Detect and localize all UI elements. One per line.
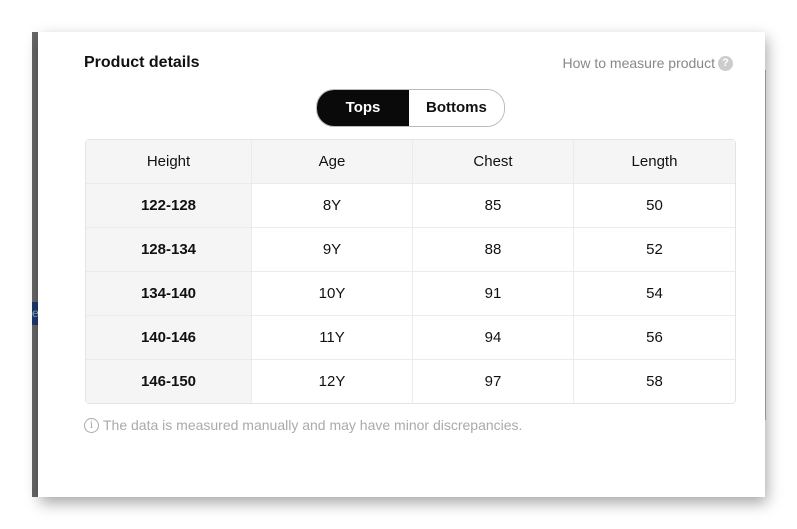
header-chest: Chest [413, 140, 574, 184]
cell-length: 56 [574, 316, 735, 360]
how-to-measure-link[interactable]: How to measure product ? [562, 55, 733, 71]
cell-height: 122-128 [86, 184, 252, 228]
cell-chest: 88 [413, 228, 574, 272]
table-row: 122-128 8Y 85 50 [86, 184, 735, 228]
cell-length: 58 [646, 373, 663, 390]
category-toggle: Tops Bottoms [316, 89, 505, 127]
background-edge [764, 70, 766, 420]
cell-age: 12Y [252, 360, 413, 403]
table-row: 128-134 9Y 88 52 [86, 228, 735, 272]
how-to-measure-label: How to measure product [562, 55, 715, 71]
cell-height: 140-146 [86, 316, 252, 360]
background-window [32, 32, 40, 497]
product-details-dialog: Product details How to measure product ?… [38, 32, 765, 497]
table-row: 134-140 10Y 91 54 [86, 272, 735, 316]
header-length: Length [574, 140, 735, 184]
cell-age: 11Y [252, 316, 413, 360]
cell-length: 52 [574, 228, 735, 272]
cell-height: 134-140 [86, 272, 252, 316]
table-row: 146-150 12Y 97 58 [86, 360, 735, 403]
tab-tops[interactable]: Tops [317, 90, 409, 126]
table-header-row: Height Age Chest Length [86, 140, 735, 184]
size-table: Height Age Chest Length 122-128 8Y 85 50 12… [85, 139, 736, 404]
background-tab: e [32, 302, 38, 325]
cell-length: 50 [574, 184, 735, 228]
tab-bottoms[interactable]: Bottoms [409, 90, 504, 126]
cell-age: 9Y [252, 228, 413, 272]
table-row: 140-146 11Y 94 56 [86, 316, 735, 360]
header-age: Age [252, 140, 413, 184]
cell-chest: 94 [413, 316, 574, 360]
info-icon: i [84, 417, 99, 433]
cell-chest: 97 [413, 360, 574, 403]
dialog-title: Product details [84, 54, 200, 71]
cell-chest: 91 [413, 272, 574, 316]
measurement-note: i The data is measured manually and may … [84, 417, 522, 433]
cell-age: 10Y [252, 272, 413, 316]
cell-height: 128-134 [86, 228, 252, 272]
cell-length: 54 [574, 272, 735, 316]
cell-chest: 85 [413, 184, 574, 228]
header-height: Height [86, 140, 252, 184]
cell-age: 8Y [252, 184, 413, 228]
question-icon: ? [718, 55, 733, 71]
cell-height: 146-150 [86, 360, 252, 403]
note-text: The data is measured manually and may ha… [103, 417, 523, 433]
